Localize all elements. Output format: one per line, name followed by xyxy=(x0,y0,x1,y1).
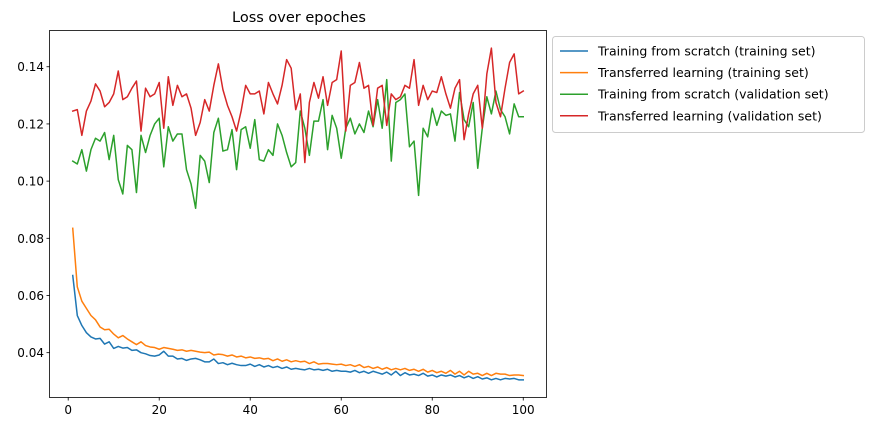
x-tick-label: 40 xyxy=(243,403,258,417)
chart-title: Loss over epoches xyxy=(232,10,366,26)
axes-layer: 0 20 40 60 80 100 0.04 0.06 0.08 0.10 0.12 0.14 xyxy=(17,60,534,417)
legend-label-2: Transferred learning (training set) xyxy=(597,65,809,80)
legend-label-1: Training from scratch (training set) xyxy=(597,44,815,59)
legend: Training from scratch (training set) Tran… xyxy=(552,36,865,133)
x-tick-label: 60 xyxy=(334,403,349,417)
y-tick-label: 0.14 xyxy=(17,60,44,74)
y-tick-label: 0.08 xyxy=(17,232,44,246)
plot-frame xyxy=(49,30,547,398)
series-line-2 xyxy=(71,227,525,377)
legend-label-4: Transferred learning (validation set) xyxy=(597,108,822,123)
y-tick-label: 0.06 xyxy=(17,289,44,303)
legend-label-3: Training from scratch (validation set) xyxy=(597,87,829,102)
series-line-4 xyxy=(71,47,525,164)
series-line-3 xyxy=(71,78,524,210)
x-tick-label: 100 xyxy=(512,403,535,417)
series-line-1 xyxy=(71,274,524,381)
legend-frame xyxy=(552,36,865,133)
x-tick-label: 80 xyxy=(425,403,440,417)
legend-items: Training from scratch (training set) Tran… xyxy=(560,44,829,123)
y-tick-label: 0.10 xyxy=(17,175,44,189)
x-tick-label: 0 xyxy=(64,403,72,417)
x-tick-label: 20 xyxy=(152,403,167,417)
y-tick-label: 0.12 xyxy=(17,117,44,131)
series-layer xyxy=(71,47,525,381)
y-tick-label: 0.04 xyxy=(17,346,44,360)
